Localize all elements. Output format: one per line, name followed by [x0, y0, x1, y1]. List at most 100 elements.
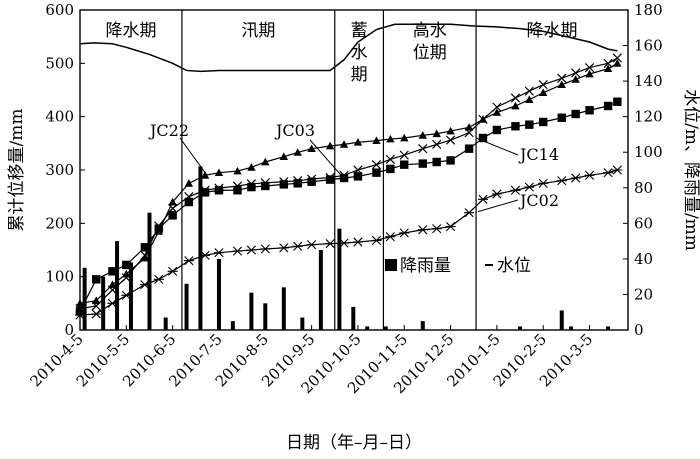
marker-square [108, 267, 117, 276]
marker-square [603, 101, 613, 111]
rainfall-bar [518, 326, 523, 330]
rainfall-bar [300, 317, 305, 330]
marker-square [353, 172, 363, 181]
series-line [79, 62, 618, 304]
marker-asterisk [153, 274, 164, 284]
y-right-tick-label: 120 [634, 108, 663, 126]
marker-x [399, 150, 409, 160]
marker-asterisk [339, 238, 350, 248]
rainfall-bar [147, 212, 152, 330]
legend-rainfall-label: 降雨量 [400, 256, 451, 276]
marker-x [510, 93, 521, 103]
marker-square [140, 243, 150, 252]
series-jc02 [74, 165, 623, 320]
marker-triangle [603, 64, 613, 73]
marker-triangle [464, 123, 474, 131]
marker-x [418, 144, 428, 154]
marker-asterisk [232, 246, 243, 256]
marker-triangle [92, 296, 101, 305]
marker-asterisk [491, 189, 502, 199]
rainfall-bar [184, 283, 189, 330]
marker-square [325, 175, 335, 184]
marker-x [107, 285, 118, 295]
y-right-tick-label: 60 [634, 214, 653, 232]
marker-square [279, 180, 289, 189]
period-label: 汛期 [241, 21, 275, 41]
marker-asterisk [538, 178, 549, 188]
marker-triangle [140, 253, 150, 262]
marker-asterisk [385, 232, 396, 242]
rainfall-bar [230, 321, 235, 330]
marker-asterisk [464, 208, 475, 218]
marker-asterisk [107, 298, 118, 308]
marker-x [524, 86, 534, 96]
series-label: JC22 [148, 121, 189, 140]
rainfall-bar [420, 321, 425, 330]
marker-x [464, 128, 474, 138]
marker-square [168, 211, 177, 220]
marker-asterisk [477, 194, 489, 204]
marker-x [432, 139, 442, 150]
y-right-tick-label: 40 [634, 250, 653, 268]
rainfall-bar [559, 310, 564, 330]
marker-square [525, 120, 534, 129]
marker-triangle [539, 88, 548, 97]
marker-triangle [200, 171, 210, 179]
marker-asterisk [431, 224, 442, 234]
rainfall-bar [606, 326, 611, 330]
marker-triangle [446, 126, 455, 135]
marker-triangle [339, 140, 349, 148]
marker-square [464, 144, 474, 153]
marker-triangle [400, 133, 409, 142]
rainfall-bar [318, 250, 323, 330]
y-right-tick-label: 140 [634, 72, 663, 90]
rainfall-bar [82, 267, 87, 330]
series-leader [477, 199, 519, 213]
marker-square [386, 164, 395, 174]
y-left-tick-label: 0 [64, 321, 74, 339]
marker-asterisk [603, 168, 614, 178]
marker-square [122, 260, 131, 270]
marker-asterisk [399, 228, 410, 238]
marker-asterisk [570, 173, 581, 183]
marker-triangle [557, 80, 566, 89]
marker-asterisk [325, 239, 336, 249]
marker-square [432, 157, 441, 167]
y-left-tick-label: 500 [45, 54, 74, 72]
period-label: 高水 [413, 21, 447, 41]
marker-triangle [279, 152, 289, 161]
y-left-tick-label: 100 [45, 268, 74, 286]
marker-triangle [353, 138, 363, 146]
series-leader [179, 137, 208, 176]
y-left-tick-label: 300 [45, 161, 74, 179]
marker-square [557, 113, 566, 122]
marker-asterisk [417, 225, 428, 235]
marker-square [214, 186, 224, 195]
marker-square [478, 133, 488, 143]
rainfall-bar [128, 262, 133, 330]
water-level-line [79, 23, 618, 73]
rainfall-bar [383, 326, 388, 330]
series-leader [309, 139, 346, 180]
marker-asterisk [371, 235, 382, 245]
marker-x [584, 62, 595, 73]
y-right-tick-label: 160 [634, 37, 663, 55]
marker-triangle [511, 101, 520, 110]
rainfall-bar [365, 326, 370, 330]
marker-triangle [247, 163, 256, 171]
marker-square [293, 179, 302, 188]
x-axis-title: 日期（年–月–日） [286, 433, 422, 453]
rainfall-bar [351, 306, 356, 330]
period-label: 降水期 [105, 21, 156, 41]
marker-x [492, 102, 502, 112]
marker-x [140, 250, 150, 260]
marker-asterisk [306, 240, 317, 250]
marker-x [478, 114, 488, 124]
marker-triangle [325, 141, 335, 150]
marker-square [372, 168, 381, 177]
marker-asterisk [556, 176, 567, 186]
marker-x [445, 135, 456, 145]
marker-square [418, 159, 427, 168]
rainfall-bar [569, 326, 574, 330]
marker-square [585, 106, 594, 115]
